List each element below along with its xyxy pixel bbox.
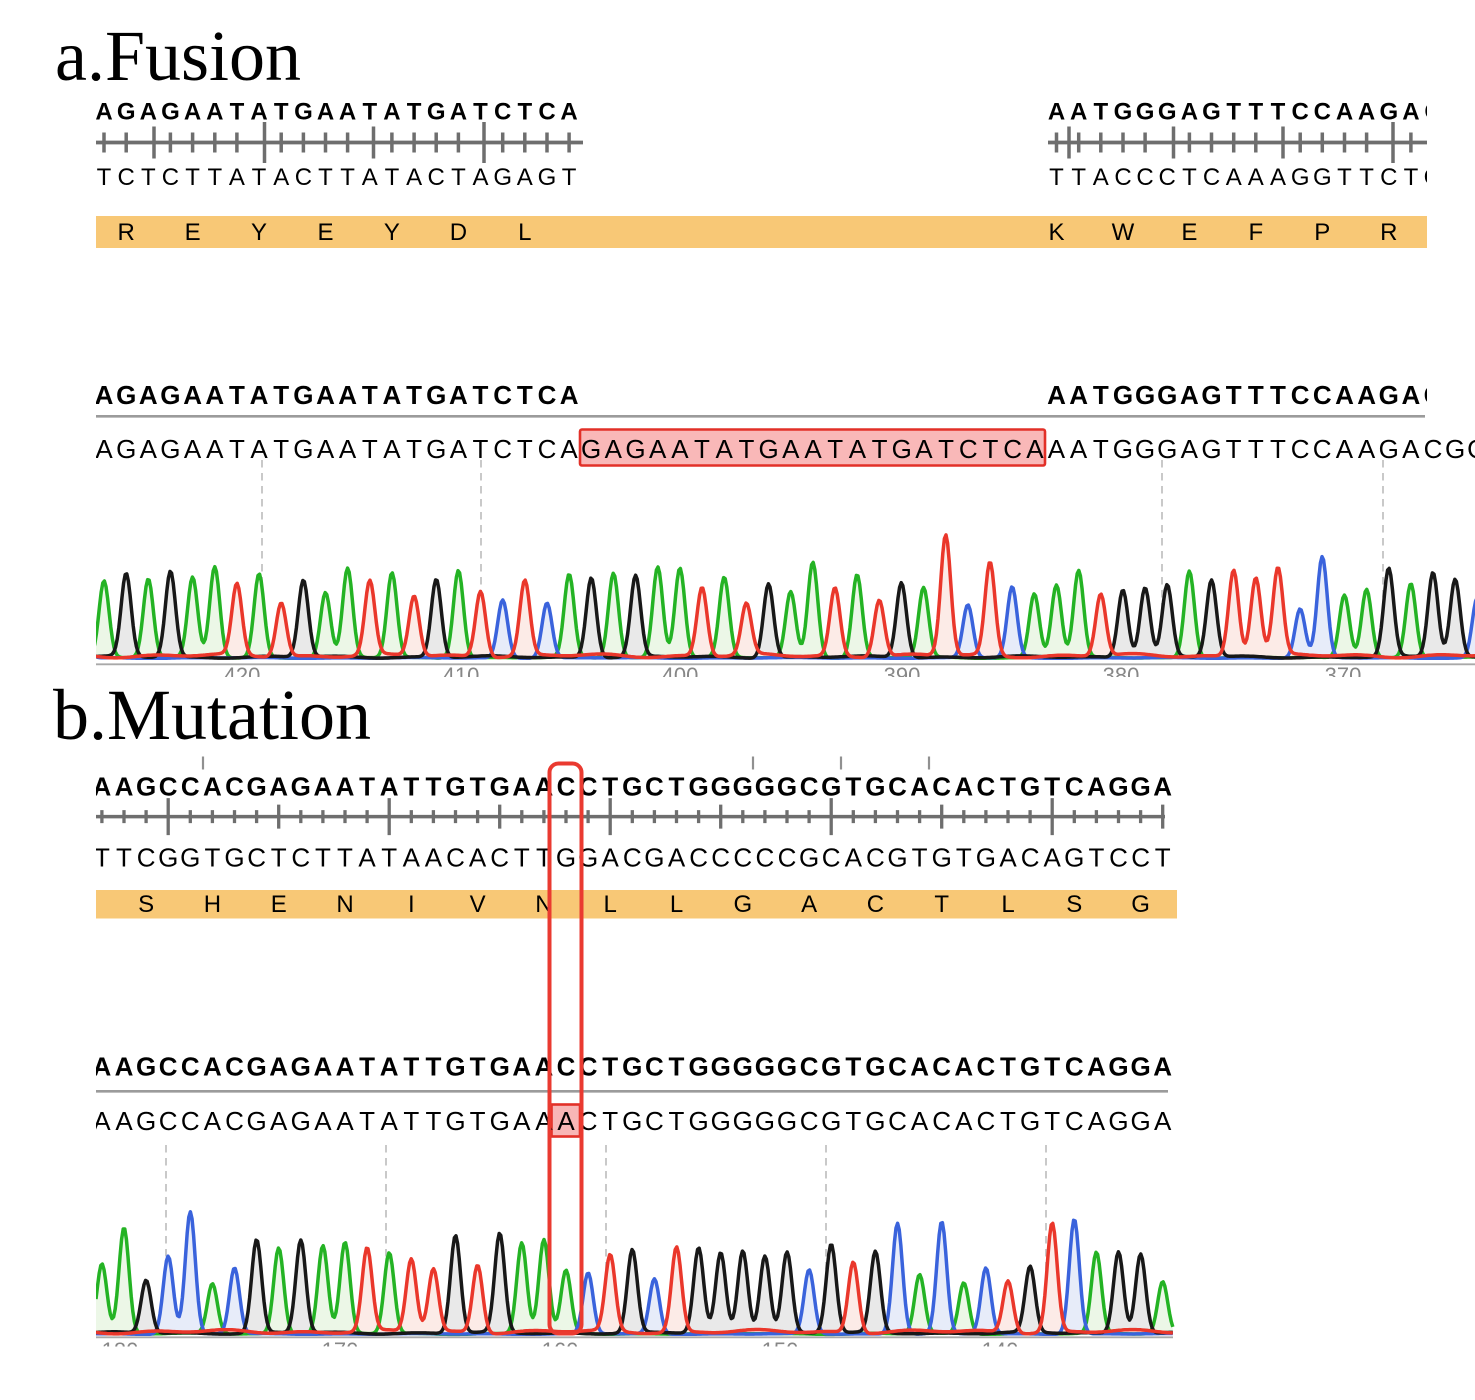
svg-text:170: 170 bbox=[322, 1338, 359, 1363]
svg-text:150: 150 bbox=[762, 1338, 799, 1363]
svg-text:a.Fusion: a.Fusion bbox=[55, 16, 301, 96]
svg-text:AAGCCACGAGAATATTGTGAACCTGCTGGG: AAGCCACGAGAATATTGTGAACCTGCTGGGGGCGTGCACA… bbox=[93, 1052, 1173, 1082]
svg-text:180: 180 bbox=[102, 1338, 139, 1363]
svg-text:b.Mutation: b.Mutation bbox=[53, 675, 371, 755]
svg-text:410: 410 bbox=[443, 663, 480, 688]
svg-text:140: 140 bbox=[982, 1338, 1019, 1363]
svg-text:400: 400 bbox=[662, 663, 699, 688]
svg-text:380: 380 bbox=[1103, 663, 1140, 688]
svg-text:AGAGAATATGAATATGATCTCA: AGAGAATATGAATATGATCTCA bbox=[95, 380, 579, 410]
svg-text:370: 370 bbox=[1325, 663, 1362, 688]
svg-text:REYEYDL: REYEYDL bbox=[118, 219, 532, 246]
svg-text:GAGAATATGAATATGATCTCA: GAGAATATGAATATGATCTCA bbox=[581, 434, 1044, 464]
svg-text:AAGCCACGAGAATATTGTGAAACTGCTGGG: AAGCCACGAGAATATTGTGAAACTGCTGGGGGCGTGCACA… bbox=[93, 1106, 1172, 1136]
svg-text:160: 160 bbox=[542, 1338, 579, 1363]
svg-text:TTCGGTGCTCTTATAACACTTGGACGACCC: TTCGGTGCTCTTATAACACTTGGACGACCCCCGCACGTGT… bbox=[94, 843, 1171, 873]
svg-text:390: 390 bbox=[884, 663, 921, 688]
svg-text:AAGCCACGAGAATATTGTGAACCTGCTGGG: AAGCCACGAGAATATTGTGAACCTGCTGGGGGCGTGCACA… bbox=[93, 772, 1173, 802]
svg-text:420: 420 bbox=[224, 663, 261, 688]
svg-text:AATGGGAGTTTCCAAGACGG: AATGGGAGTTTCCAAGACGG bbox=[1048, 434, 1475, 464]
